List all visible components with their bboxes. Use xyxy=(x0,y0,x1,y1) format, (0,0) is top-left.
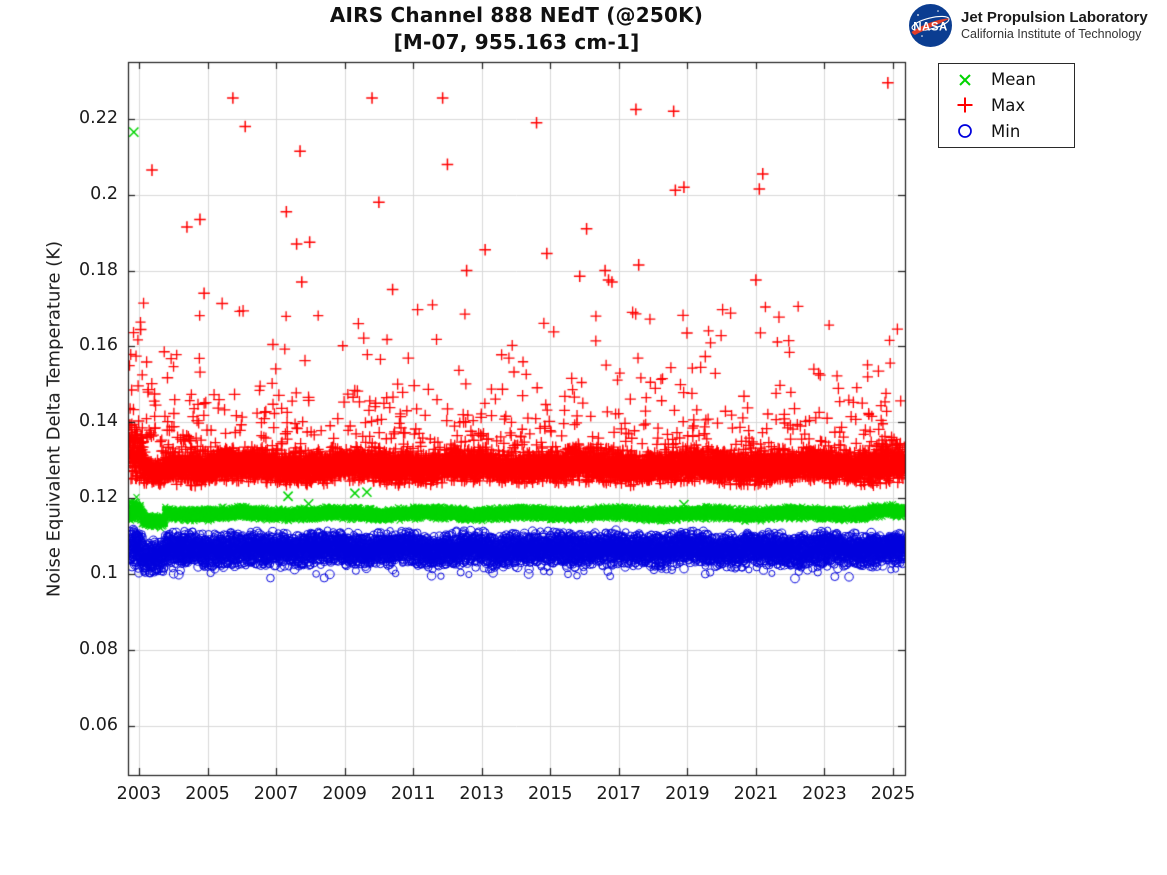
min-circle-marker-icon xyxy=(939,120,991,142)
legend-item-mean: Mean xyxy=(939,68,1074,92)
y-tick-label: 0.22 xyxy=(79,107,118,128)
chart-subtitle: [M-07, 955.163 cm-1] xyxy=(393,30,640,54)
x-tick-label: 2007 xyxy=(253,784,299,804)
max-plus-marker-icon xyxy=(939,94,991,116)
jpl-name: Jet Propulsion Laboratory xyxy=(961,9,1148,26)
legend-box: Mean Max Min xyxy=(938,63,1075,148)
legend-label-min: Min xyxy=(991,121,1021,141)
y-tick-label: 0.2 xyxy=(90,183,118,204)
x-tick-label: 2013 xyxy=(459,784,504,804)
y-tick-label: 0.12 xyxy=(79,487,118,508)
nasa-meatball-icon: NASA xyxy=(909,4,952,47)
chart-title-block: AIRS Channel 888 NEdT (@250K) [M-07, 955… xyxy=(128,2,905,56)
x-tick-label: 2003 xyxy=(116,784,162,804)
x-tick-label: 2021 xyxy=(733,784,779,804)
jpl-logo-text: Jet Propulsion Laboratory California Ins… xyxy=(961,9,1148,42)
chart-title: AIRS Channel 888 NEdT (@250K) xyxy=(329,3,704,27)
x-tick-label: 2015 xyxy=(527,784,573,804)
mean-x-marker-icon xyxy=(939,69,991,91)
x-tick-label: 2023 xyxy=(802,784,847,804)
legend-label-max: Max xyxy=(991,95,1026,115)
y-tick-label: 0.14 xyxy=(79,411,118,432)
x-tick-label: 2011 xyxy=(390,784,436,804)
jpl-logo-block: NASA Jet Propulsion Laboratory Californi… xyxy=(908,3,1148,48)
legend-item-min: Min xyxy=(939,119,1074,143)
y-tick-label: 0.18 xyxy=(79,259,118,280)
nasa-wordmark: NASA xyxy=(913,22,948,34)
y-tick-label: 0.16 xyxy=(79,335,118,356)
legend-item-max: Max xyxy=(939,93,1074,117)
x-tick-label: 2005 xyxy=(185,784,230,804)
x-tick-label: 2017 xyxy=(596,784,642,804)
y-tick-label: 0.08 xyxy=(79,638,118,659)
jpl-caltech: California Institute of Technology xyxy=(961,27,1142,41)
x-tick-label: 2009 xyxy=(322,784,367,804)
legend-label-mean: Mean xyxy=(991,70,1036,90)
x-tick-label: 2025 xyxy=(870,784,916,804)
y-tick-label: 0.1 xyxy=(90,562,118,583)
y-tick-label: 0.06 xyxy=(79,714,118,735)
x-tick-label: 2019 xyxy=(665,784,710,804)
